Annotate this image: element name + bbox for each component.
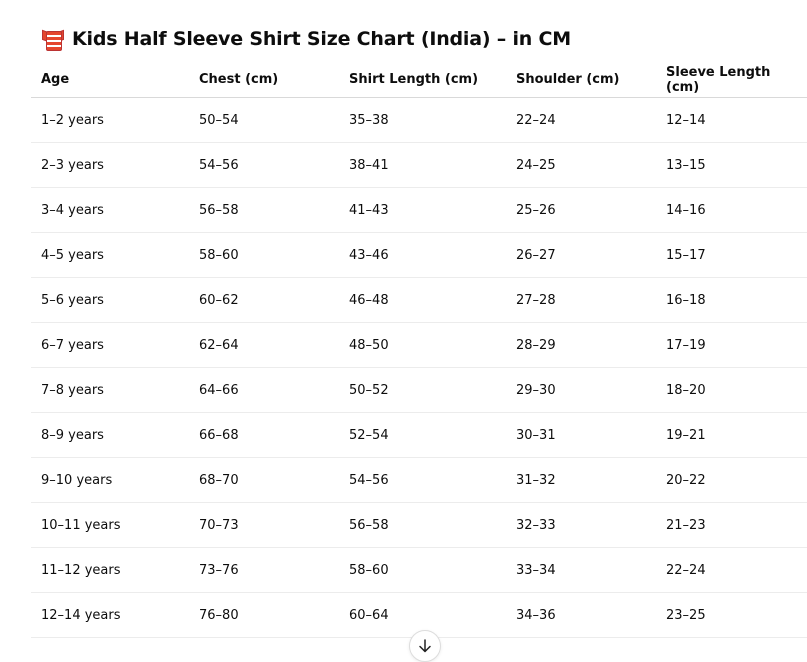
table-cell: 58–60	[189, 232, 339, 278]
table-cell: 16–18	[656, 277, 807, 323]
table-row: 6–7 years 62–64 48–50 28–29 17–19	[31, 322, 807, 368]
table-row: 10–11 years 70–73 56–58 32–33 21–23	[31, 502, 807, 548]
table-cell: 50–54	[189, 97, 339, 143]
page-title-text: Kids Half Sleeve Shirt Size Chart (India…	[72, 28, 571, 50]
column-header: Age	[31, 62, 189, 98]
table-cell: 19–21	[656, 412, 807, 458]
table-cell: 7–8 years	[31, 367, 189, 413]
table-cell: 6–7 years	[31, 322, 189, 368]
table-cell: 12–14 years	[31, 592, 189, 638]
table-cell: 56–58	[339, 502, 506, 548]
table-row: 3–4 years 56–58 41–43 25–26 14–16	[31, 187, 807, 233]
table-cell: 64–66	[189, 367, 339, 413]
table-cell: 1–2 years	[31, 97, 189, 143]
table-cell: 14–16	[656, 187, 807, 233]
table-cell: 21–23	[656, 502, 807, 548]
column-header: Chest (cm)	[189, 62, 339, 98]
table-cell: 43–46	[339, 232, 506, 278]
scroll-down-button[interactable]	[409, 630, 441, 662]
table-cell: 52–54	[339, 412, 506, 458]
size-chart-table: Age Chest (cm) Shirt Length (cm) Shoulder (…	[31, 62, 807, 638]
table-cell: 8–9 years	[31, 412, 189, 458]
table-cell: 38–41	[339, 142, 506, 188]
table-cell: 46–48	[339, 277, 506, 323]
table-cell: 26–27	[506, 232, 656, 278]
table-cell: 27–28	[506, 277, 656, 323]
table-cell: 10–11 years	[31, 502, 189, 548]
table-cell: 66–68	[189, 412, 339, 458]
table-row: 2–3 years 54–56 38–41 24–25 13–15	[31, 142, 807, 188]
table-cell: 41–43	[339, 187, 506, 233]
table-cell: 33–34	[506, 547, 656, 593]
table-cell: 24–25	[506, 142, 656, 188]
table-row: 7–8 years 64–66 50–52 29–30 18–20	[31, 367, 807, 413]
table-cell: 70–73	[189, 502, 339, 548]
table-cell: 22–24	[656, 547, 807, 593]
table-cell: 28–29	[506, 322, 656, 368]
page-title: Kids Half Sleeve Shirt Size Chart (India…	[42, 28, 571, 51]
table-cell: 48–50	[339, 322, 506, 368]
table-cell: 35–38	[339, 97, 506, 143]
table-cell: 13–15	[656, 142, 807, 188]
table-cell: 4–5 years	[31, 232, 189, 278]
column-header: Sleeve Length (cm)	[656, 62, 807, 98]
shirt-icon	[42, 28, 64, 51]
table-cell: 62–64	[189, 322, 339, 368]
table-cell: 17–19	[656, 322, 807, 368]
table-cell: 73–76	[189, 547, 339, 593]
table-cell: 56–58	[189, 187, 339, 233]
table-cell: 76–80	[189, 592, 339, 638]
table-cell: 68–70	[189, 457, 339, 503]
table-cell: 11–12 years	[31, 547, 189, 593]
table-row: 8–9 years 66–68 52–54 30–31 19–21	[31, 412, 807, 458]
table-row: 1–2 years 50–54 35–38 22–24 12–14	[31, 97, 807, 143]
table-cell: 25–26	[506, 187, 656, 233]
table-row: 4–5 years 58–60 43–46 26–27 15–17	[31, 232, 807, 278]
table-header-row: Age Chest (cm) Shirt Length (cm) Shoulder (…	[31, 62, 807, 98]
table-cell: 54–56	[189, 142, 339, 188]
column-header: Shoulder (cm)	[506, 62, 656, 98]
table-cell: 22–24	[506, 97, 656, 143]
table-cell: 9–10 years	[31, 457, 189, 503]
table-cell: 3–4 years	[31, 187, 189, 233]
arrow-down-icon	[419, 639, 431, 653]
table-cell: 12–14	[656, 97, 807, 143]
table-cell: 58–60	[339, 547, 506, 593]
table-cell: 29–30	[506, 367, 656, 413]
table-cell: 5–6 years	[31, 277, 189, 323]
table-cell: 20–22	[656, 457, 807, 503]
table-cell: 15–17	[656, 232, 807, 278]
table-cell: 60–62	[189, 277, 339, 323]
table-row: 12–14 years 76–80 60–64 34–36 23–25	[31, 592, 807, 638]
table-row: 11–12 years 73–76 58–60 33–34 22–24	[31, 547, 807, 593]
table-cell: 23–25	[656, 592, 807, 638]
table-cell: 18–20	[656, 367, 807, 413]
table-cell: 34–36	[506, 592, 656, 638]
table-cell: 50–52	[339, 367, 506, 413]
table-cell: 54–56	[339, 457, 506, 503]
table-cell: 32–33	[506, 502, 656, 548]
column-header: Shirt Length (cm)	[339, 62, 506, 98]
table-cell: 2–3 years	[31, 142, 189, 188]
table-row: 9–10 years 68–70 54–56 31–32 20–22	[31, 457, 807, 503]
table-cell: 31–32	[506, 457, 656, 503]
table-row: 5–6 years 60–62 46–48 27–28 16–18	[31, 277, 807, 323]
table-cell: 30–31	[506, 412, 656, 458]
